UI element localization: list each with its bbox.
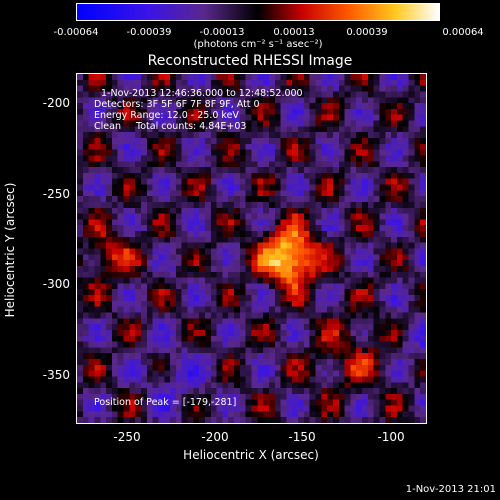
x-tick: -200 <box>201 430 229 444</box>
y-tick: -200 <box>42 96 70 110</box>
clean-counts-label: Clean Total counts: 4.84E+03 <box>94 121 247 132</box>
colorbar-tick: 0.00013 <box>273 27 315 38</box>
colorbar-tick: -0.00039 <box>126 27 172 38</box>
colorbar-tick: -0.00064 <box>53 27 99 38</box>
x-tick: -100 <box>377 430 405 444</box>
x-tick: -150 <box>288 430 316 444</box>
rhessi-image <box>77 74 426 423</box>
time-range-label: 1-Nov-2013 12:46:36.000 to 12:48:52.000 <box>101 88 303 99</box>
detectors-label: Detectors: 3F 5F 6F 7F 8F 9F, Att 0 <box>94 99 260 110</box>
colorbar-tick: 0.00064 <box>442 27 484 38</box>
colorbar-units: (photons cm⁻² s⁻¹ asec⁻²) <box>193 39 323 50</box>
y-axis-ticks: -200 -250 -300 -350 <box>0 0 70 500</box>
y-axis-label: Heliocentric Y (arcsec) <box>3 182 17 318</box>
x-axis-label: Heliocentric X (arcsec) <box>183 448 319 462</box>
colorbar-tick: 0.00039 <box>346 27 388 38</box>
footer-timestamp: 1-Nov-2013 21:01 <box>405 484 496 495</box>
colorbar <box>76 3 440 21</box>
y-tick: -300 <box>42 277 70 291</box>
colorbar-tick: -0.00013 <box>199 27 245 38</box>
peak-position-label: Position of Peak = [-179,-281] <box>94 397 237 408</box>
image-title: Reconstructed RHESSI Image <box>147 53 353 69</box>
y-tick: -250 <box>42 187 70 201</box>
y-tick: -350 <box>42 368 70 382</box>
energy-range-label: Energy Range: 12.0 - 25.0 keV <box>94 110 239 121</box>
rhessi-image-plot: 1-Nov-2013 12:46:36.000 to 12:48:52.000 … <box>76 73 427 424</box>
x-tick: -250 <box>113 430 141 444</box>
